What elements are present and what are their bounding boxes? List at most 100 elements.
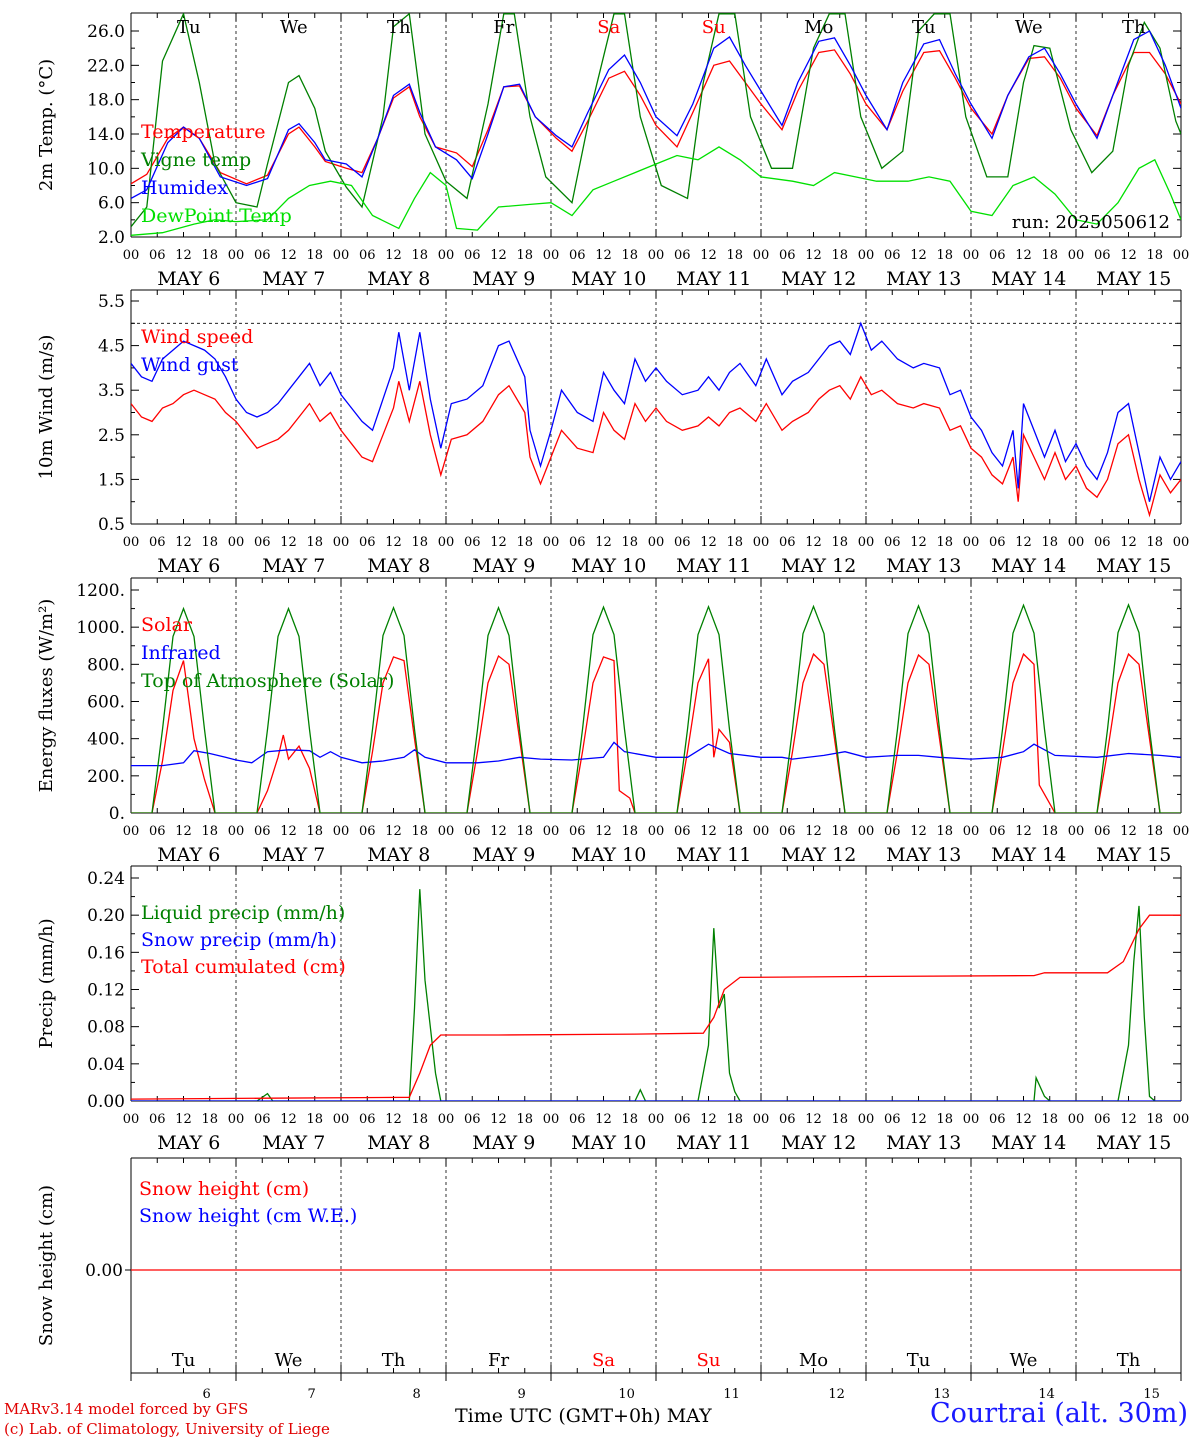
hour-tick-label: 18 xyxy=(1146,248,1163,263)
day-name: We xyxy=(275,1350,303,1371)
x-axis-title: Time UTC (GMT+0h) MAY xyxy=(455,1405,712,1427)
ytick-label: 400. xyxy=(87,730,125,750)
date-label: MAY 8 xyxy=(367,1132,430,1154)
hour-tick-label: 18 xyxy=(831,1112,848,1127)
hour-tick-label: 18 xyxy=(831,824,848,839)
hour-tick-label: 12 xyxy=(595,535,612,550)
hour-tick-label: 00 xyxy=(963,1112,980,1127)
date-label: MAY 7 xyxy=(262,844,325,866)
date-label: MAY 12 xyxy=(781,555,856,577)
day-number: 8 xyxy=(412,1387,420,1402)
hour-tick-label: 06 xyxy=(884,248,901,263)
legend-entry: Solar xyxy=(141,614,193,636)
run-annotation: run: 2025050612 xyxy=(1012,212,1170,233)
date-label: MAY 6 xyxy=(157,844,220,866)
hour-tick-label: 12 xyxy=(595,824,612,839)
hour-tick-label: 06 xyxy=(674,248,691,263)
hour-tick-label: 18 xyxy=(936,1112,953,1127)
day-number: 11 xyxy=(723,1387,740,1402)
legend-entry: Snow height (cm W.E.) xyxy=(139,1205,357,1227)
hour-tick-label: 18 xyxy=(201,248,218,263)
date-label: MAY 15 xyxy=(1096,844,1171,866)
hour-tick-label: 06 xyxy=(989,1112,1006,1127)
hour-tick-label: 18 xyxy=(726,824,743,839)
hour-tick-label: 18 xyxy=(516,535,533,550)
hour-tick-label: 12 xyxy=(1120,248,1137,263)
hour-tick-label: 06 xyxy=(1094,824,1111,839)
hour-tick-label: 12 xyxy=(910,824,927,839)
model-credit-line: MARv3.14 model forced by GFS xyxy=(4,1400,249,1418)
series-dewpoint-temp xyxy=(131,146,1181,236)
day-number: 13 xyxy=(933,1387,950,1402)
legend-entry: Liquid precip (mm/h) xyxy=(141,902,345,924)
hour-tick-label: 06 xyxy=(884,1112,901,1127)
hour-tick-label: 06 xyxy=(464,248,481,263)
hour-tick-label: 12 xyxy=(595,1112,612,1127)
hour-tick-label: 18 xyxy=(1146,824,1163,839)
hour-tick-label: 00 xyxy=(753,824,770,839)
hour-tick-label: 12 xyxy=(385,248,402,263)
date-label: MAY 8 xyxy=(367,268,430,290)
hour-tick-label: 06 xyxy=(359,1112,376,1127)
hour-tick-label: 00 xyxy=(333,1112,350,1127)
date-label: MAY 9 xyxy=(472,555,535,577)
hour-tick-label: 00 xyxy=(1068,1112,1085,1127)
hour-tick-label: 06 xyxy=(254,535,271,550)
hour-tick-label: 00 xyxy=(543,1112,560,1127)
hour-tick-label: 06 xyxy=(569,824,586,839)
series-liquid-precip-mm-h xyxy=(131,889,1181,1101)
day-name: We xyxy=(1015,17,1043,38)
hour-tick-label: 12 xyxy=(700,248,717,263)
date-label: MAY 12 xyxy=(781,1132,856,1154)
day-number: 15 xyxy=(1143,1387,1160,1402)
x-axis-labels: 00 06 12 18 MAY 6 00 06 12 18 MAY 7 00 06 12 18 MAY 8 0… xyxy=(123,248,1190,290)
hour-tick-label: 12 xyxy=(1015,248,1032,263)
hour-tick-label: 06 xyxy=(359,824,376,839)
hour-tick-label: 06 xyxy=(254,824,271,839)
day-name: Tu xyxy=(172,1350,196,1371)
legend-entry: Infrared xyxy=(141,642,221,664)
hour-tick-label: 00 xyxy=(543,824,560,839)
series-vigne-temp xyxy=(131,13,1181,228)
hour-tick-label: 12 xyxy=(280,1112,297,1127)
lab-credit-line: (c) Lab. of Climatology, University of L… xyxy=(4,1420,330,1438)
hour-tick-label: 06 xyxy=(359,248,376,263)
day-name: Th xyxy=(1117,1350,1141,1371)
hour-tick-label: 06 xyxy=(989,248,1006,263)
day-name: We xyxy=(280,17,308,38)
hour-tick-label: 00 xyxy=(648,535,665,550)
hour-tick-label: 06 xyxy=(989,535,1006,550)
hour-tick-label: 12 xyxy=(595,248,612,263)
day-name: Th xyxy=(1122,17,1146,38)
date-label: MAY 11 xyxy=(676,844,751,866)
hour-tick-label: 00 xyxy=(753,1112,770,1127)
panel-5: 0.00 Snow height (cm) Snow height (cm) Snow… xyxy=(36,1157,1182,1402)
legend-entry: Vigne temp xyxy=(140,149,251,171)
hour-tick-label: 12 xyxy=(805,535,822,550)
date-label: MAY 7 xyxy=(262,1132,325,1154)
date-label: MAY 9 xyxy=(472,268,535,290)
hour-tick-label: 18 xyxy=(726,535,743,550)
day-name: Tu xyxy=(912,17,936,38)
hour-tick-label: 06 xyxy=(779,1112,796,1127)
ytick-label: 0.24 xyxy=(87,869,125,889)
date-label: MAY 11 xyxy=(676,1132,751,1154)
ytick-label: 5.5 xyxy=(98,292,125,312)
day-name: Sa xyxy=(592,1350,615,1371)
hour-tick-label: 18 xyxy=(936,248,953,263)
hour-tick-label: 06 xyxy=(674,1112,691,1127)
hour-tick-label: 18 xyxy=(411,824,428,839)
hour-tick-label: 18 xyxy=(621,248,638,263)
hour-tick-label: 12 xyxy=(700,824,717,839)
day-name: Mo xyxy=(799,1350,828,1371)
hour-tick-label: 18 xyxy=(306,824,323,839)
hour-tick-label: 18 xyxy=(1146,1112,1163,1127)
hour-tick-label: 00 xyxy=(123,535,140,550)
day-number: 14 xyxy=(1038,1387,1055,1402)
y-axis-label: Snow height (cm) xyxy=(36,1185,57,1346)
hour-tick-label: 06 xyxy=(1094,535,1111,550)
hour-tick-label: 00 xyxy=(543,248,560,263)
date-label: MAY 10 xyxy=(571,1132,646,1154)
day-number: 10 xyxy=(618,1387,635,1402)
hour-tick-label: 00 xyxy=(228,535,245,550)
